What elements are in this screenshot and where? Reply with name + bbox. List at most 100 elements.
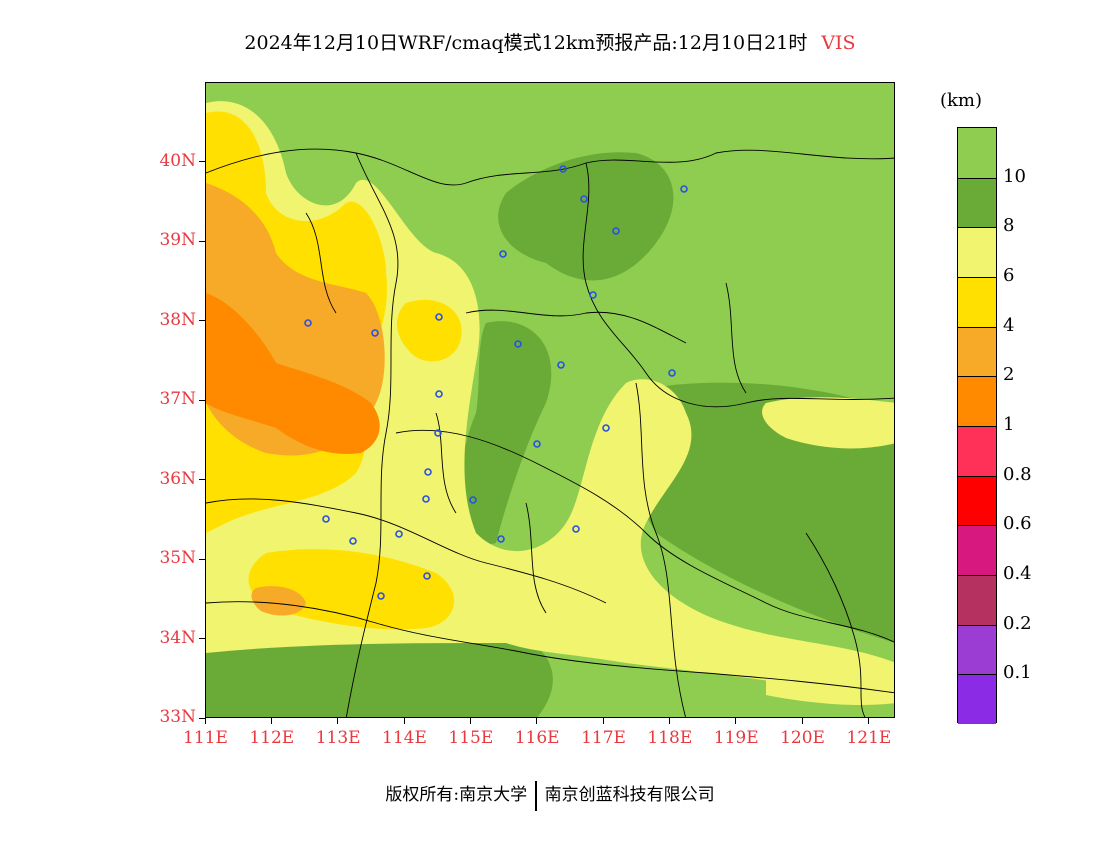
colorbar-segment bbox=[958, 624, 996, 675]
lon-tick bbox=[270, 718, 272, 724]
colorbar-label: 0.1 bbox=[1003, 662, 1032, 684]
lon-label: 119E bbox=[713, 728, 759, 748]
copyright-separator bbox=[535, 780, 537, 811]
copyright-footer: 版权所有:南京大学 南京创蓝科技有限公司 bbox=[0, 780, 1100, 811]
colorbar-segment bbox=[958, 426, 996, 476]
colorbar-label: 0.6 bbox=[1003, 513, 1032, 535]
colorbar bbox=[957, 127, 997, 724]
station-marker-icon bbox=[469, 496, 477, 504]
colorbar-label: 8 bbox=[1003, 215, 1015, 237]
colorbar-segment bbox=[958, 475, 996, 526]
station-marker-icon bbox=[435, 390, 443, 398]
station-markers bbox=[304, 165, 688, 600]
lon-label: 114E bbox=[382, 728, 427, 748]
colorbar-label: 4 bbox=[1003, 314, 1015, 336]
colorbar-segment bbox=[958, 326, 996, 377]
region-vis-2-4 bbox=[251, 586, 306, 616]
copyright-right: 南京创蓝科技有限公司 bbox=[544, 785, 715, 805]
lat-tick bbox=[199, 399, 205, 401]
station-marker-icon bbox=[423, 572, 431, 580]
lat-tick bbox=[199, 558, 205, 560]
station-marker-icon bbox=[499, 250, 507, 258]
lat-label: 33N bbox=[159, 707, 196, 727]
lon-tick bbox=[469, 718, 471, 724]
colorbar-segment bbox=[958, 277, 996, 327]
station-marker-icon bbox=[580, 195, 588, 203]
lat-tick bbox=[199, 479, 205, 480]
colorbar-segment bbox=[958, 376, 996, 426]
station-marker-icon bbox=[612, 227, 620, 235]
region-vis-8-10 bbox=[461, 321, 552, 544]
station-marker-icon bbox=[589, 291, 597, 299]
colorbar-unit: (km) bbox=[940, 90, 983, 111]
lon-label: 117E bbox=[581, 728, 626, 748]
station-marker-icon bbox=[557, 361, 565, 369]
colorbar-label: 10 bbox=[1003, 165, 1026, 187]
lon-tick bbox=[602, 718, 604, 724]
lon-tick bbox=[403, 718, 405, 724]
lat-label: 34N bbox=[159, 627, 196, 648]
lat-label: 38N bbox=[159, 309, 196, 330]
station-marker-icon bbox=[668, 369, 676, 377]
station-marker-icon bbox=[572, 525, 580, 533]
title-main: 2024年12月10日WRF/cmaq模式12km预报产品:12月10日21时 bbox=[244, 32, 808, 54]
lat-tick bbox=[199, 320, 205, 321]
lon-tick bbox=[337, 718, 339, 724]
colorbar-label: 0.2 bbox=[1003, 612, 1032, 634]
lon-tick bbox=[867, 718, 869, 724]
region-vis-6-8 bbox=[762, 397, 894, 449]
colorbar-segment bbox=[958, 674, 996, 724]
colorbar-segment bbox=[958, 177, 996, 228]
lon-label: 112E bbox=[249, 728, 295, 748]
station-marker-icon bbox=[533, 440, 541, 448]
lat-label: 37N bbox=[159, 389, 196, 409]
station-marker-icon bbox=[395, 530, 403, 538]
colorbar-segment bbox=[958, 128, 996, 178]
colorbar-label: 0.8 bbox=[1003, 463, 1032, 485]
lon-tick bbox=[735, 718, 737, 724]
lon-label: 113E bbox=[315, 728, 361, 748]
lat-tick bbox=[199, 240, 205, 242]
colorbar-segment bbox=[958, 575, 996, 625]
lon-tick bbox=[668, 718, 670, 724]
lon-label: 118E bbox=[647, 728, 693, 748]
lat-tick bbox=[199, 638, 205, 639]
region-vis-4-6 bbox=[396, 299, 462, 362]
station-marker-icon bbox=[349, 537, 357, 545]
visibility-map bbox=[205, 82, 895, 718]
station-marker-icon bbox=[322, 515, 330, 523]
lat-label: 36N bbox=[159, 468, 196, 489]
station-marker-icon bbox=[371, 329, 379, 337]
station-marker-icon bbox=[422, 495, 430, 503]
map-canvas bbox=[206, 83, 894, 717]
region-vis-1-2 bbox=[206, 293, 380, 454]
station-marker-icon bbox=[424, 468, 432, 476]
station-marker-icon bbox=[559, 165, 567, 173]
lon-label: 121E bbox=[846, 728, 892, 748]
colorbar-label: 2 bbox=[1003, 364, 1015, 386]
lat-label: 40N bbox=[159, 150, 196, 171]
lon-tick bbox=[204, 718, 206, 724]
lon-tick bbox=[536, 718, 538, 724]
colorbar-segment bbox=[958, 525, 996, 575]
lon-tick bbox=[801, 718, 803, 724]
title-variable: VIS bbox=[821, 32, 856, 54]
station-marker-icon bbox=[602, 424, 610, 432]
station-marker-icon bbox=[435, 313, 443, 321]
station-marker-icon bbox=[514, 340, 522, 348]
station-marker-icon bbox=[377, 592, 385, 600]
lat-label: 39N bbox=[159, 230, 196, 250]
chart-title: 2024年12月10日WRF/cmaq模式12km预报产品:12月10日21时 V… bbox=[0, 28, 1100, 55]
station-marker-icon bbox=[497, 535, 505, 543]
station-marker-icon bbox=[434, 429, 442, 437]
colorbar-label: 6 bbox=[1003, 265, 1015, 286]
lat-tick bbox=[199, 717, 205, 719]
lon-label: 120E bbox=[780, 728, 825, 748]
lon-label: 111E bbox=[183, 728, 228, 748]
colorbar-label: 1 bbox=[1003, 414, 1015, 435]
station-marker-icon bbox=[304, 319, 312, 327]
region-vis-8-10 bbox=[498, 152, 674, 281]
colorbar-segment bbox=[958, 227, 996, 277]
copyright-left: 版权所有:南京大学 bbox=[385, 785, 528, 805]
boundary-lines bbox=[206, 148, 894, 717]
